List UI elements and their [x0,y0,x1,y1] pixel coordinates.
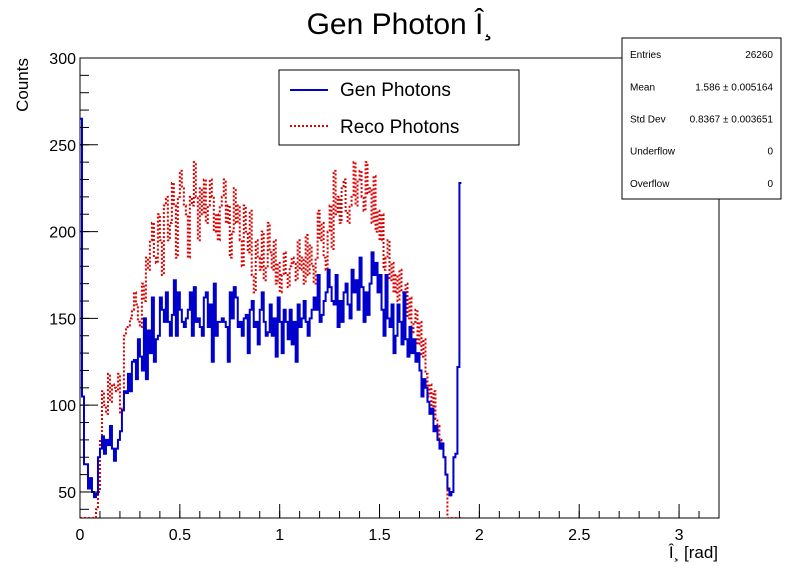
plot-area [80,117,462,518]
stats-label: Overflow [630,179,670,190]
stats-label: Entries [630,50,661,61]
x-tick-label: 0.5 [169,527,191,544]
x-axis-label: Î¸ [rad] [668,543,718,562]
axes: 0 0.5 1 1.5 2 2.5 3 50 100 150 200 250 300 [49,51,700,544]
stats-box: Entries 26260 Mean 1.586 ± 0.005164 Std Dev 0… [621,37,782,200]
stats-box-frame [621,37,782,200]
stats-label: Underflow [630,147,676,158]
legend-entry-reco: Reco Photons [340,117,459,138]
stats-rows: Entries 26260 Mean 1.586 ± 0.005164 Std Dev 0… [630,50,773,190]
x-tick-label: 1 [275,527,284,544]
x-tick-label: 3 [675,527,684,544]
legend-box [278,69,520,146]
stats-value: 0 [767,147,773,158]
chart-title: Gen Photon Î¸ [307,8,494,41]
y-tick-label: 300 [49,51,76,68]
stats-value: 1.586 ± 0.005164 [695,82,773,93]
x-tick-label: 0 [76,527,85,544]
x-tick-label: 1.5 [368,527,390,544]
y-tick-label: 250 [49,138,76,155]
stats-label: Std Dev [630,115,666,126]
stats-value: 0 [767,179,773,190]
y-axis-label: Counts [13,58,32,112]
stats-value: 26260 [745,50,773,61]
stats-label: Mean [630,82,655,93]
y-tick-label: 200 [49,225,76,242]
legend-entry-gen: Gen Photons [340,80,451,101]
series-0-line [80,117,462,499]
x-tick-label: 2.5 [568,527,590,544]
y-tick-label: 50 [58,485,76,502]
legend: Gen Photons Reco Photons [278,69,520,146]
y-tick-label: 150 [49,311,76,328]
stats-value: 0.8367 ± 0.003651 [690,115,774,126]
x-tick-label: 2 [475,527,484,544]
series-1-line [80,161,462,518]
y-tick-label: 100 [49,398,76,415]
